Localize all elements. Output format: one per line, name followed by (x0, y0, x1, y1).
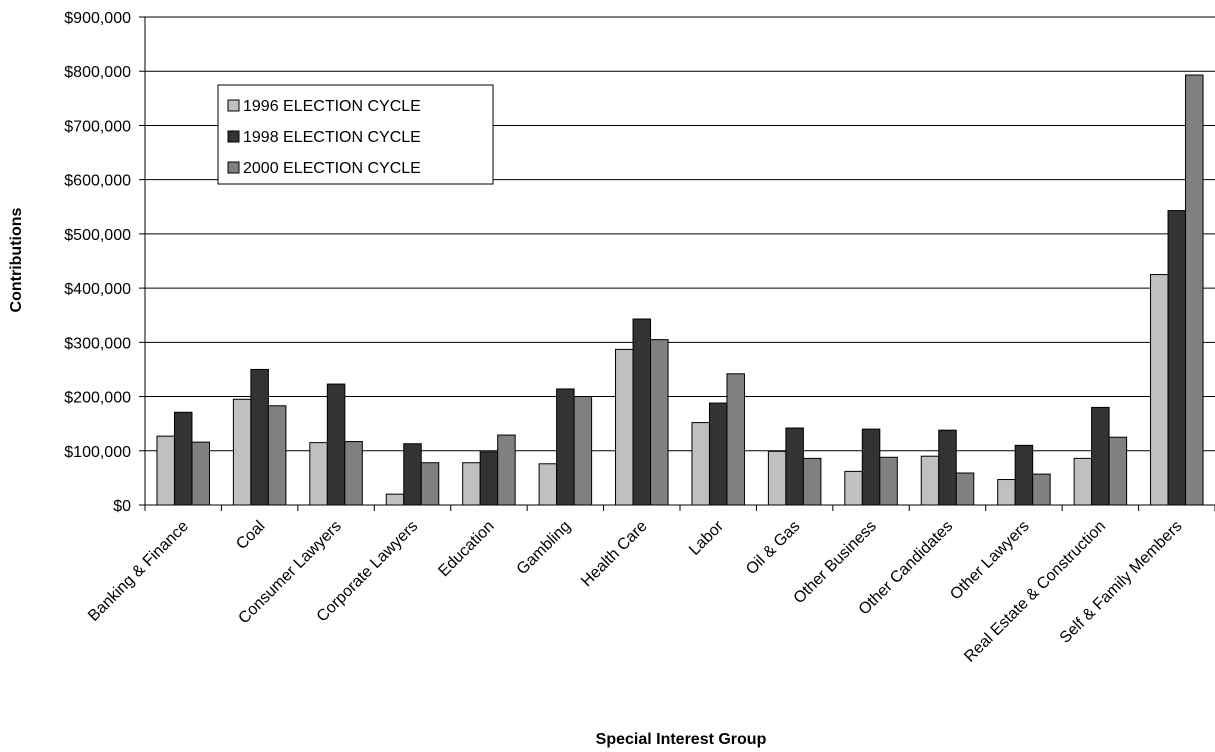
bar (479, 451, 499, 506)
bar (726, 373, 745, 506)
y-tick-labels: $0 $100,000 $200,000 $300,000 $400,000 $500,0… (64, 10, 131, 515)
y-tick-label: $200,000 (64, 390, 131, 407)
bar (955, 472, 975, 506)
bar (1032, 473, 1051, 506)
bar (861, 428, 881, 506)
bar (497, 434, 516, 506)
bars (156, 74, 1204, 506)
x-tick-label: Coal (233, 518, 268, 553)
bar (920, 455, 940, 506)
bar (1185, 74, 1204, 506)
bar (650, 339, 669, 506)
bar (309, 442, 328, 506)
bar (879, 456, 898, 506)
y-tick-label: $300,000 (64, 335, 131, 352)
bar (267, 405, 287, 506)
legend-label: 2000 ELECTION CYCLE (243, 160, 421, 177)
legend-box (217, 84, 494, 185)
bar (556, 388, 575, 506)
y-tick-label: $800,000 (64, 64, 131, 81)
bar (691, 422, 710, 506)
bar (403, 443, 422, 506)
x-tick-label: Real Estate & Construction (961, 518, 1109, 666)
y-tick-label: $900,000 (64, 10, 131, 27)
legend-label: 1998 ELECTION CYCLE (243, 129, 421, 146)
bar (1150, 274, 1169, 506)
bar (1014, 444, 1034, 506)
x-axis-label: Special Interest Group (596, 731, 767, 748)
y-tick-label: $100,000 (64, 444, 131, 461)
bar (232, 398, 252, 506)
x-tick-label: Health Care (578, 518, 650, 590)
bar (785, 427, 804, 506)
x-tick-label: Oil & Gas (743, 518, 803, 578)
bar (615, 348, 634, 506)
bar (250, 368, 269, 506)
bar (1091, 406, 1110, 506)
x-tick-label: Other Business (791, 518, 880, 607)
legend-swatch (227, 99, 240, 112)
bar (326, 383, 346, 506)
bar (938, 429, 957, 506)
x-tick-label: Other Lawyers (947, 518, 1033, 604)
x-tick-label: Self & Family Members (1057, 518, 1186, 647)
bar (573, 396, 593, 506)
y-tick-label: $0 (113, 498, 131, 515)
legend-swatch (227, 161, 240, 174)
x-tick-label: Education (435, 518, 497, 580)
x-tick-label: Labor (686, 517, 727, 558)
y-axis-label: Contributions (8, 207, 25, 312)
y-tick-label: $600,000 (64, 173, 131, 190)
bar (156, 435, 175, 506)
y-tick-label: $500,000 (64, 227, 131, 244)
x-tick-label: Banking & Finance (85, 518, 192, 625)
legend-swatch (227, 130, 240, 143)
gridlines (145, 16, 1215, 452)
bar (173, 411, 193, 506)
legend: 1996 ELECTION CYCLE 1998 ELECTION CYCLE 20… (217, 84, 494, 185)
legend-label: 1996 ELECTION CYCLE (243, 98, 421, 115)
bar (1073, 457, 1093, 506)
bar (1167, 210, 1187, 506)
bar (538, 463, 558, 506)
bar (191, 441, 210, 506)
bar (462, 462, 481, 506)
bar (844, 470, 863, 506)
bar (632, 318, 652, 506)
bar (420, 462, 440, 506)
bar (1108, 436, 1128, 506)
y-tick-label: $700,000 (64, 118, 131, 135)
x-tick-label: Gambling (514, 518, 574, 578)
axes (139, 16, 1215, 511)
bar (708, 402, 728, 506)
bar (344, 441, 363, 506)
y-tick-label: $400,000 (64, 281, 131, 298)
bar (385, 493, 405, 506)
bar (767, 450, 787, 506)
bar (997, 479, 1016, 506)
bar (802, 457, 822, 506)
